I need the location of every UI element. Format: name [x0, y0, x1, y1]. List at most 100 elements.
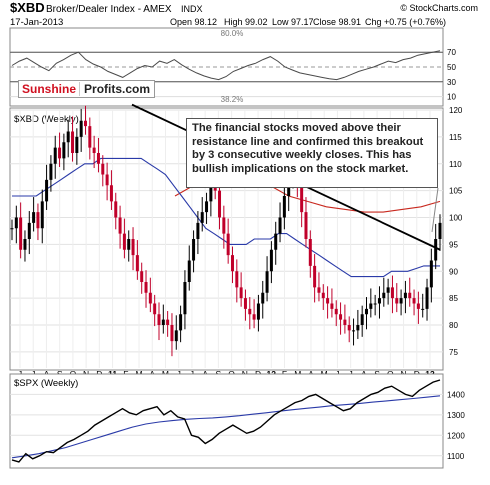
- price-candle: [88, 117, 92, 160]
- price-candle: [170, 313, 174, 357]
- price-candle: [40, 189, 44, 244]
- price-tick-label: 80: [449, 321, 458, 330]
- price-candle: [282, 187, 286, 230]
- chart-index-name: Broker/Dealer Index - AMEX: [46, 4, 172, 15]
- price-candle: [235, 259, 239, 303]
- price-candle: [373, 294, 377, 316]
- price-candle: [218, 182, 222, 230]
- price-candle: [304, 197, 308, 248]
- price-candle: [408, 277, 412, 307]
- price-candle: [321, 284, 325, 310]
- price-candle: [23, 230, 27, 262]
- stockcharts-credit: © StockCharts.com: [400, 3, 478, 13]
- price-candle: [222, 205, 226, 249]
- price-candle: [438, 214, 442, 251]
- price-tick-label: 85: [449, 294, 458, 303]
- annotation-box: The financial stocks moved above their r…: [186, 118, 438, 188]
- price-candle: [75, 128, 79, 165]
- rsi-line: [11, 50, 441, 81]
- ohlc-close: Close 98.91: [313, 17, 361, 27]
- price-candle: [157, 302, 161, 341]
- price-candle: [166, 311, 170, 337]
- price-tick-label: 115: [449, 133, 462, 142]
- rsi-tick-label: 30: [447, 78, 456, 87]
- price-candle: [10, 219, 14, 241]
- price-candle: [200, 197, 204, 232]
- price-candle: [334, 300, 338, 327]
- price-tick-label: 110: [449, 160, 462, 169]
- chart-symbol: $XBD: [10, 0, 45, 15]
- price-candle: [187, 245, 191, 291]
- ohlc-high: High 99.02: [224, 17, 268, 27]
- chart-exchange: INDX: [181, 4, 203, 14]
- price-candle: [45, 164, 49, 210]
- price-candle: [313, 254, 317, 303]
- price-candle: [356, 309, 360, 339]
- logo-part-sunshine: Sunshine: [19, 82, 81, 96]
- price-candle: [179, 305, 183, 343]
- price-candle: [131, 227, 135, 271]
- price-candle: [32, 197, 36, 232]
- price-candle: [66, 119, 70, 158]
- price-candle: [343, 304, 347, 334]
- price-tick-label: 90: [449, 267, 458, 276]
- price-candle: [27, 211, 31, 255]
- spx-tick-label: 1400: [447, 390, 465, 399]
- rsi-tick-label: 10: [447, 93, 456, 102]
- price-candle: [429, 248, 433, 303]
- price-candle: [390, 275, 394, 314]
- price-ma-blue-line: [12, 157, 440, 278]
- price-tick-label: 95: [449, 240, 458, 249]
- price-candle: [274, 221, 278, 265]
- rsi-level-label-low: 38.2%: [221, 95, 244, 104]
- price-candle: [140, 262, 144, 294]
- chart-date: 17-Jan-2013: [10, 17, 63, 28]
- price-candle: [14, 205, 18, 244]
- spx-tick-label: 1100: [447, 452, 465, 461]
- spx-ma-line: [11, 395, 441, 459]
- ohlc-change: Chg +0.75 (+0.76%): [365, 17, 446, 27]
- price-candle: [425, 278, 429, 321]
- spx-tick-label: 1200: [447, 431, 465, 440]
- price-candle: [243, 289, 247, 321]
- logo-part-profits: Profits.com: [84, 82, 151, 96]
- price-candle: [339, 302, 343, 335]
- price-candle: [399, 289, 403, 316]
- price-candle: [317, 272, 321, 302]
- price-candle: [326, 286, 330, 319]
- price-candle: [49, 155, 53, 192]
- price-candle: [205, 192, 209, 224]
- price-candle: [96, 137, 100, 173]
- price-candle: [265, 256, 269, 302]
- price-candle: [192, 230, 196, 273]
- price-candle: [71, 116, 75, 162]
- price-candle: [101, 155, 105, 187]
- price-candle: [261, 280, 265, 319]
- price-candle: [434, 223, 438, 270]
- price-candle: [79, 108, 83, 152]
- price-candle: [421, 293, 425, 318]
- price-candle: [122, 218, 126, 259]
- price-candle: [53, 135, 57, 179]
- price-candle: [256, 294, 260, 332]
- price-candle: [127, 230, 131, 262]
- price-candle: [360, 305, 364, 337]
- price-candle: [148, 277, 152, 313]
- price-candle: [196, 211, 200, 255]
- price-candle: [135, 240, 139, 280]
- price-candle: [144, 270, 148, 308]
- price-tick-label: 105: [449, 187, 463, 196]
- price-candle: [252, 299, 256, 329]
- price-candle: [347, 316, 351, 343]
- price-candle: [19, 202, 23, 259]
- price-candle: [153, 294, 157, 327]
- price-candle: [369, 288, 373, 318]
- spx-tick-label: 1300: [447, 411, 465, 420]
- rsi-tick-label: 50: [447, 63, 456, 72]
- price-candle: [109, 170, 113, 210]
- annotation-arrow: [431, 187, 439, 233]
- price-candle: [174, 315, 178, 350]
- price-candle: [269, 241, 273, 284]
- price-candle: [377, 286, 381, 319]
